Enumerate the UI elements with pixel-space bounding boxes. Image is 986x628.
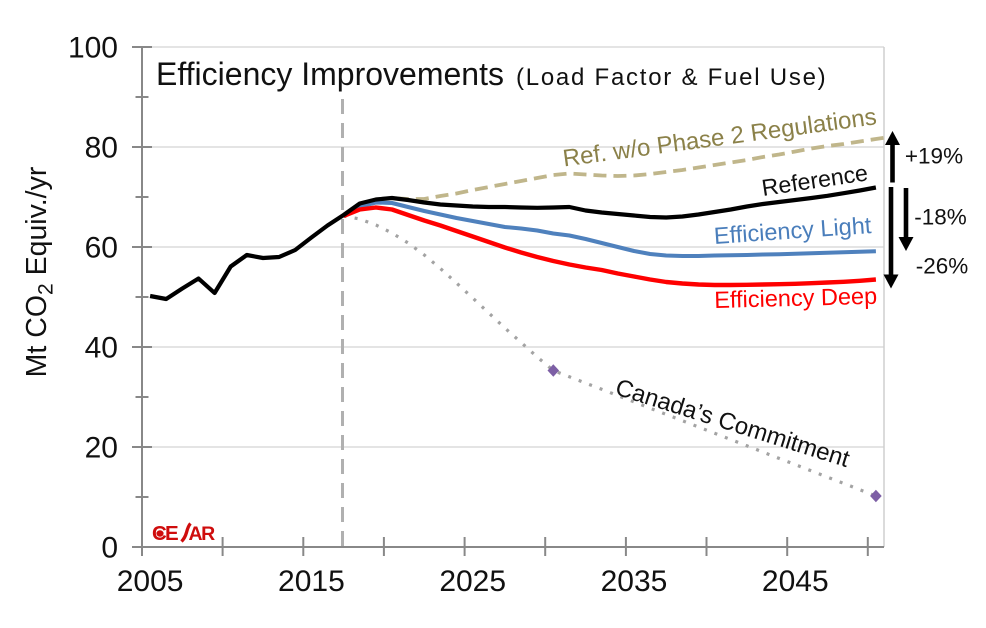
svg-text:Efficiency Improvements(Load F: Efficiency Improvements (Load Factor & Fu… xyxy=(156,56,827,92)
svg-text:100: 100 xyxy=(68,32,118,65)
svg-text:2025: 2025 xyxy=(439,565,506,598)
svg-text:40: 40 xyxy=(85,332,118,365)
svg-text:80: 80 xyxy=(85,132,118,165)
svg-text:CE: CE xyxy=(152,522,178,545)
svg-text:0: 0 xyxy=(101,532,118,565)
svg-text:AR: AR xyxy=(189,523,216,545)
svg-text:2005: 2005 xyxy=(117,565,184,598)
svg-text:2045: 2045 xyxy=(762,565,829,598)
svg-text:Efficiency Deep: Efficiency Deep xyxy=(714,283,877,313)
svg-text:-18%: -18% xyxy=(914,204,967,229)
svg-text:60: 60 xyxy=(85,232,118,265)
svg-text:Mt CO2 Equiv./yr: Mt CO2 Equiv./yr xyxy=(21,166,58,377)
svg-text:20: 20 xyxy=(85,432,118,465)
svg-text:2035: 2035 xyxy=(601,565,668,598)
svg-text:2015: 2015 xyxy=(278,565,345,598)
svg-text:-26%: -26% xyxy=(916,254,969,279)
svg-text:+19%: +19% xyxy=(905,144,963,169)
